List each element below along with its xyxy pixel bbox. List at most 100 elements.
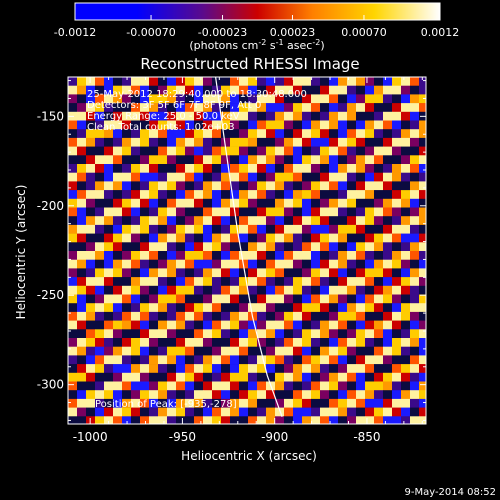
heatmap-cell: [77, 207, 87, 217]
heatmap-cell: [374, 129, 384, 139]
heatmap-cell: [275, 381, 285, 391]
heatmap-cell: [248, 242, 258, 252]
heatmap-cell: [329, 233, 339, 243]
heatmap-cell: [239, 233, 249, 243]
heatmap-cell: [365, 338, 375, 347]
heatmap-cell: [365, 320, 375, 330]
heatmap-cell: [212, 303, 222, 313]
heatmap-cell: [392, 372, 402, 382]
heatmap-cell: [158, 268, 168, 278]
heatmap-cell: [149, 181, 159, 191]
heatmap-cell: [221, 216, 231, 226]
heatmap-cell: [392, 355, 402, 365]
heatmap-cell: [167, 338, 177, 347]
heatmap-cell: [383, 390, 393, 400]
heatmap-cell: [284, 242, 294, 252]
heatmap-cell: [248, 146, 258, 156]
heatmap-cell: [329, 407, 339, 417]
heatmap-cell: [410, 94, 420, 104]
heatmap-cell: [338, 164, 348, 173]
heatmap-cell: [293, 390, 303, 400]
heatmap-cell: [392, 407, 402, 417]
heatmap-cell: [248, 111, 258, 121]
heatmap-cell: [320, 311, 330, 321]
heatmap-cell: [239, 364, 249, 374]
heatmap-cell: [203, 372, 213, 382]
heatmap-cell: [383, 85, 393, 95]
heatmap-cell: [194, 407, 204, 417]
heatmap-cell: [401, 242, 411, 252]
heatmap-cell: [410, 207, 420, 217]
heatmap-cell: [86, 242, 96, 252]
heatmap-cell: [140, 346, 150, 356]
heatmap-cell: [383, 146, 393, 156]
heatmap-cell: [275, 338, 285, 347]
heatmap-cell: [356, 303, 366, 313]
heatmap-cell: [401, 198, 411, 208]
heatmap-cell: [338, 303, 348, 313]
heatmap-cell: [374, 207, 384, 217]
heatmap-cell: [239, 137, 249, 147]
heatmap-cell: [401, 164, 411, 173]
heatmap-cell: [365, 233, 375, 243]
heatmap-cell: [86, 372, 96, 382]
heatmap-cell: [104, 94, 114, 104]
heatmap-cell: [302, 268, 312, 278]
heatmap-cell: [383, 137, 393, 147]
heatmap-cell: [113, 311, 123, 321]
heatmap-cell: [221, 407, 231, 417]
heatmap-cell: [230, 111, 240, 121]
heatmap-cell: [320, 381, 330, 391]
heatmap-cell: [185, 303, 195, 313]
heatmap-cell: [374, 259, 384, 269]
heatmap-cell: [293, 242, 303, 252]
heatmap-cell: [284, 207, 294, 217]
heatmap-cell: [320, 398, 330, 408]
heatmap-cell: [239, 198, 249, 208]
heatmap-cell: [221, 233, 231, 243]
heatmap-cell: [239, 251, 249, 260]
heatmap-cell: [410, 381, 420, 391]
heatmap-cell: [284, 381, 294, 391]
heatmap-cell: [365, 242, 375, 252]
heatmap-cell: [347, 207, 357, 217]
heatmap-cell: [158, 294, 168, 304]
heatmap-cell: [275, 146, 285, 156]
heatmap-cell: [185, 120, 195, 130]
heatmap-cell: [419, 416, 426, 424]
heatmap-cell: [185, 398, 195, 408]
heatmap-cell: [266, 285, 276, 295]
heatmap-cell: [302, 303, 312, 313]
heatmap-cell: [275, 94, 285, 104]
heatmap-cell: [401, 77, 411, 86]
heatmap-cell: [185, 346, 195, 356]
heatmap-cell: [203, 416, 213, 424]
heatmap-cell: [86, 172, 96, 182]
heatmap-cell: [158, 207, 168, 217]
heatmap-cell: [347, 94, 357, 104]
heatmap-cell: [284, 407, 294, 417]
heatmap-cell: [266, 120, 276, 130]
heatmap-cell: [230, 216, 240, 226]
heatmap-cell: [140, 355, 150, 365]
heatmap-cell: [149, 172, 159, 182]
heatmap-cell: [221, 259, 231, 269]
heatmap-cell: [122, 294, 132, 304]
heatmap-cell: [356, 268, 366, 278]
heatmap-cell: [302, 398, 312, 408]
heatmap-cell: [221, 251, 231, 260]
heatmap-cell: [167, 172, 177, 182]
heatmap-cell: [140, 390, 150, 400]
heatmap-cell: [104, 329, 114, 339]
heatmap-cell: [230, 320, 240, 330]
heatmap-cell: [293, 303, 303, 313]
heatmap-cell: [167, 398, 177, 408]
heatmap-cell: [221, 164, 231, 173]
heatmap-cell: [167, 164, 177, 173]
heatmap-cell: [203, 224, 213, 234]
heatmap-cell: [113, 94, 123, 104]
heatmap-cell: [302, 320, 312, 330]
heatmap-cell: [365, 346, 375, 356]
heatmap-cell: [419, 129, 426, 139]
heatmap-cell: [176, 216, 186, 226]
